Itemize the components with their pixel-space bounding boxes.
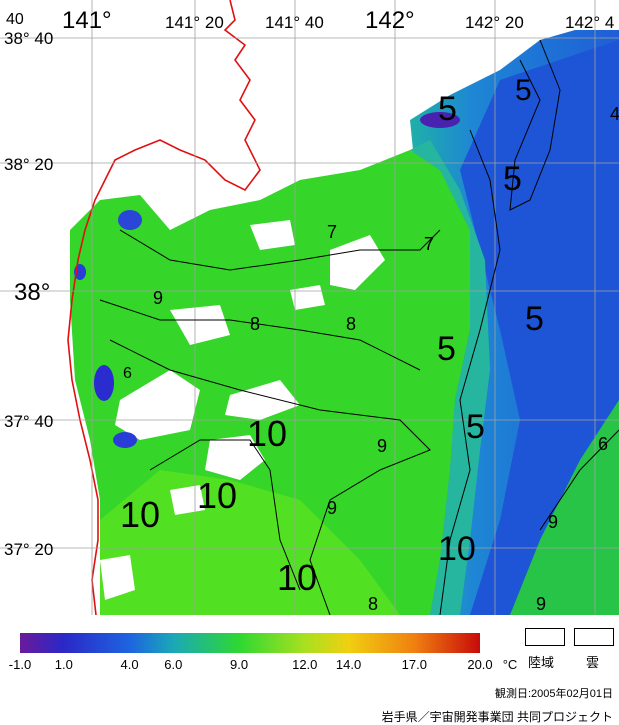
lon-label: 141° 40 [265, 13, 324, 32]
legend-area: -1.0 1.0 4.0 6.0 9.0 12.0 14.0 17.0 20.0 °C 陸域 雲… [0, 615, 619, 725]
colorbar-tick-label: 12.0 [292, 657, 318, 672]
colorbar-tick-label: 14.0 [335, 657, 362, 672]
cloud-legend-label: 雲 [586, 655, 600, 670]
contour-label: 9 [548, 512, 558, 532]
contour-label: 5 [515, 74, 532, 107]
credit-line: 岩手県／宇宙開発事業団 共同プロジェクト [381, 710, 613, 724]
colorbar-tick-label: -1.0 [8, 657, 32, 672]
lat-label: 38° 20 [4, 155, 53, 174]
latitude-labels: 40 38° 40 38° 20 38° 37° 40 37° 20 [4, 11, 53, 559]
contour-label: 9 [536, 594, 546, 614]
contour-label: 10 [197, 475, 237, 516]
contour-label: 5 [438, 90, 457, 128]
corner-label: 40 [6, 11, 24, 28]
colorbar-unit: °C [502, 657, 518, 672]
southeast-warm-region [510, 400, 619, 615]
contour-label: 6 [598, 434, 608, 454]
cloud-patches [100, 220, 385, 600]
colorbar-tick-label: 6.0 [164, 657, 183, 672]
contour-label: 8 [368, 594, 378, 614]
color-bar-gradient [20, 633, 480, 653]
colorbar-tick-label: 1.0 [54, 657, 73, 672]
contour-labels: 5 5 5 5 5 5 4 6 6 7 7 8 8 9 9 9 9 9 10 1… [120, 74, 619, 614]
lat-label: 38° [14, 279, 50, 306]
contour-lines [99, 39, 619, 615]
contour-label: 9 [327, 498, 337, 518]
lon-label: 141° 20 [165, 13, 224, 32]
graticule [0, 0, 619, 615]
lat-label: 37° 20 [4, 540, 53, 559]
contour-label: 6 [123, 365, 132, 382]
lat-label: 37° 40 [4, 412, 53, 431]
contour-label: 4 [610, 104, 619, 124]
coastline [67, 0, 261, 615]
contour-label: 9 [377, 436, 387, 456]
contour-label: 9 [153, 288, 163, 308]
lon-label: 142° [365, 7, 415, 34]
contour-label: 5 [503, 160, 522, 198]
contour-label: 7 [424, 234, 434, 254]
contour-label: 7 [327, 222, 337, 242]
contour-label: 5 [437, 330, 456, 368]
contour-label: 10 [438, 530, 476, 568]
colorbar-tick-label: 17.0 [401, 657, 427, 672]
land-legend-swatch [525, 628, 565, 646]
color-bar [20, 633, 480, 653]
contour-label: 8 [250, 314, 260, 334]
contour-label: 8 [346, 314, 356, 334]
colorbar-tick-label: 20.0 [467, 657, 493, 672]
contour-label: 10 [277, 557, 317, 598]
sst-map: 5 5 5 5 5 5 4 6 6 7 7 8 8 9 9 9 9 9 10 1… [0, 0, 619, 615]
cold-pockets [74, 112, 460, 448]
cloud-legend-swatch [574, 628, 614, 646]
lon-label: 141° [62, 7, 112, 34]
contour-label: 10 [120, 494, 160, 535]
transition-band-region [410, 140, 490, 615]
contour-label: 10 [247, 413, 287, 454]
colorbar-tick-label: 4.0 [120, 657, 139, 672]
lat-label: 38° 40 [4, 29, 53, 48]
contour-label: 5 [525, 300, 544, 338]
observation-date: 観測日:2005年02月01日 [495, 688, 613, 700]
lon-label: 142° 4 [565, 13, 614, 32]
contour-label: 5 [466, 408, 485, 446]
longitude-labels: 141° 141° 20 141° 40 142° 142° 20 142° 4 [62, 7, 614, 34]
land-legend-label: 陸域 [528, 655, 555, 670]
colorbar-tick-label: 9.0 [230, 657, 249, 672]
lon-label: 142° 20 [465, 13, 524, 32]
